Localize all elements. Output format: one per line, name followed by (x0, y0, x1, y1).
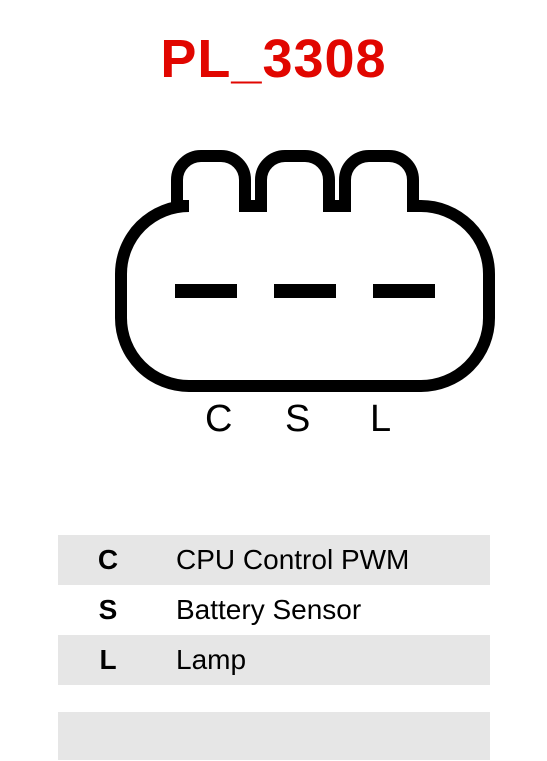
part-number-title: PL_3308 (0, 28, 547, 90)
legend-value: Battery Sensor (158, 585, 490, 635)
legend-row: L Lamp (58, 635, 490, 685)
pin-slot-c (175, 284, 237, 298)
bottom-empty-row (58, 712, 490, 760)
connector-diagram (115, 146, 495, 392)
legend-key: C (58, 535, 158, 585)
bottom-cell-key (58, 712, 158, 760)
pin-label-c: C (205, 398, 233, 441)
legend-value: Lamp (158, 635, 490, 685)
pin-slot-s (274, 284, 336, 298)
pin-slot-l (373, 284, 435, 298)
legend-key: S (58, 585, 158, 635)
pin-label-l: L (370, 398, 392, 441)
pin-label-s: S (285, 398, 311, 441)
legend-key: L (58, 635, 158, 685)
legend-row: C CPU Control PWM (58, 535, 490, 585)
bottom-cell-val (158, 712, 490, 760)
legend-value: CPU Control PWM (158, 535, 490, 585)
pin-legend-table: C CPU Control PWM S Battery Sensor L Lam… (58, 535, 490, 685)
legend-row: S Battery Sensor (58, 585, 490, 635)
